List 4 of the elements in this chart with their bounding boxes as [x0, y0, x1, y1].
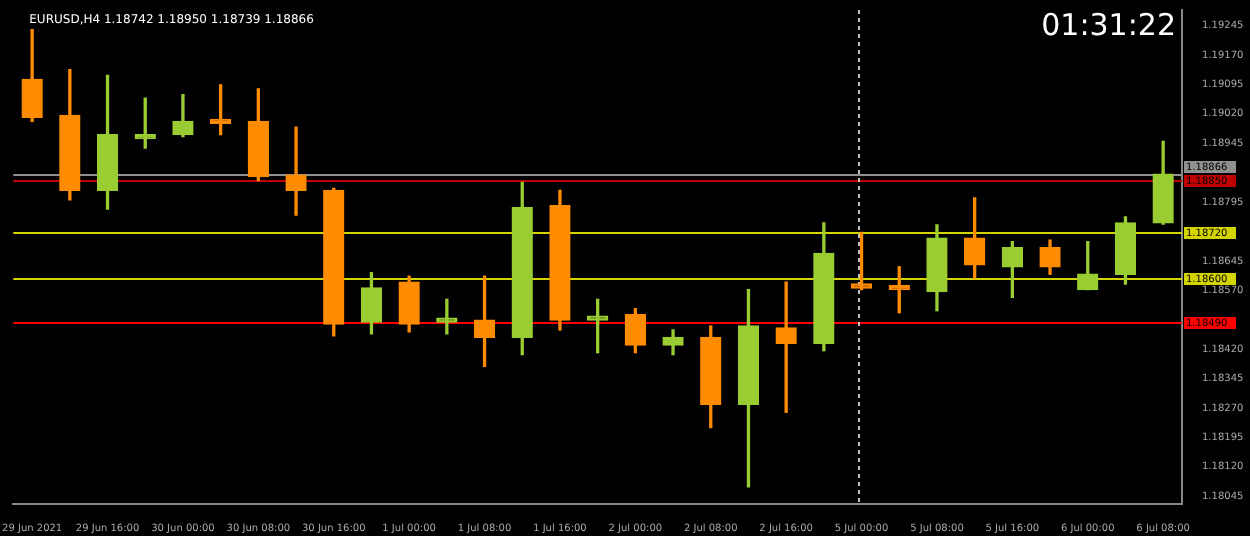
- candlestick: [775, 281, 797, 413]
- candlestick: [285, 126, 307, 216]
- candlestick: [436, 298, 458, 335]
- annotation: 01:31:22: [1041, 6, 1176, 43]
